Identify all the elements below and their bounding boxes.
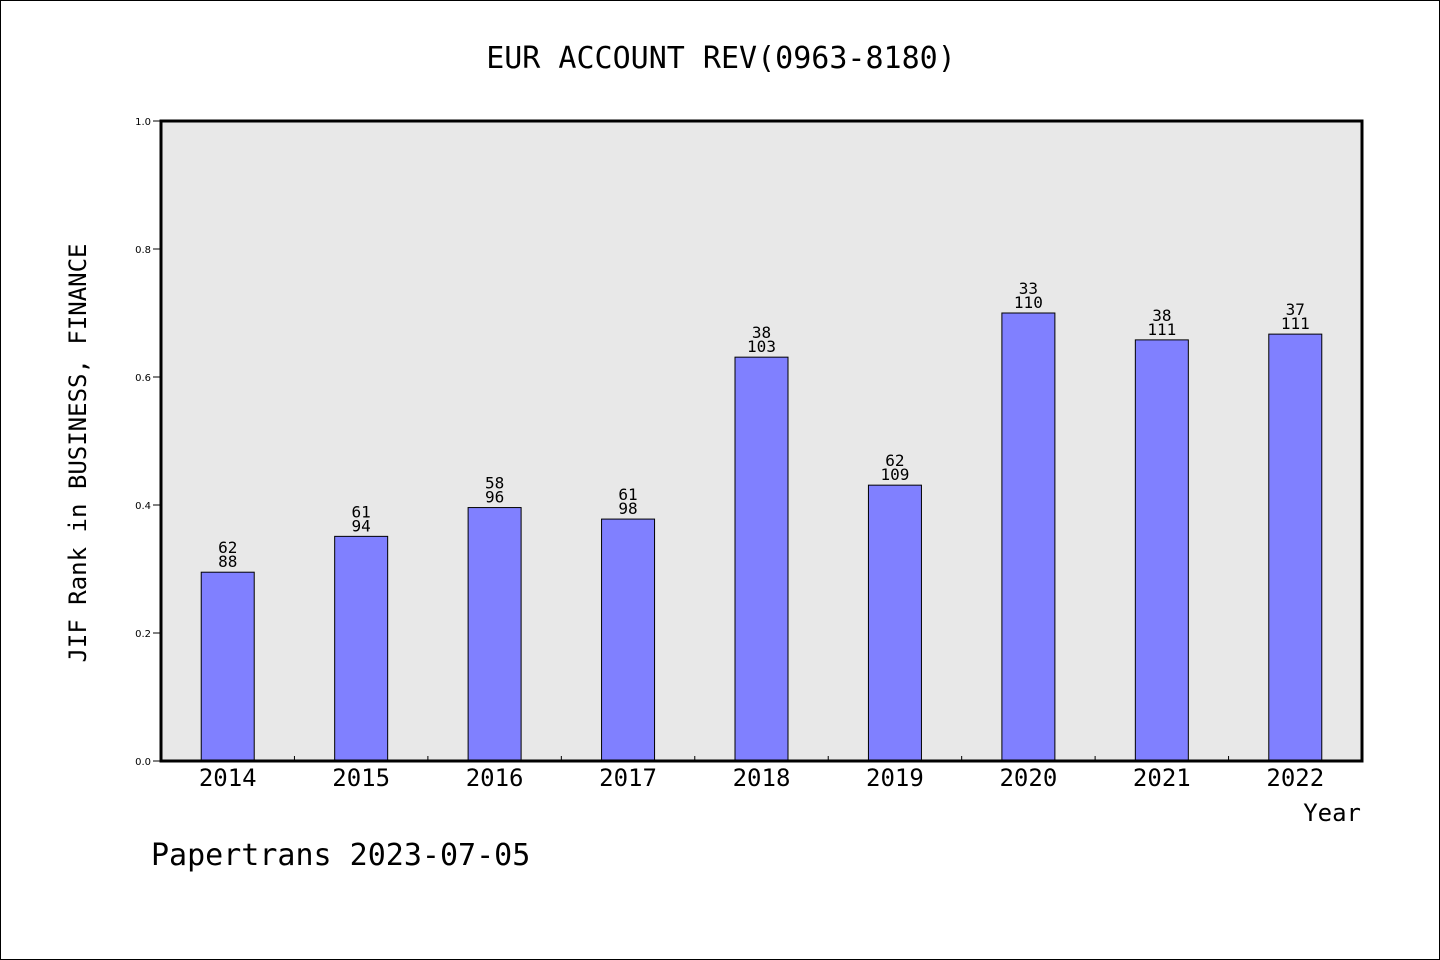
x-tick-label: 2014 — [199, 764, 257, 792]
bar-total-label: 110 — [1014, 293, 1043, 312]
x-tick-label: 2019 — [866, 764, 924, 792]
bar-rank-label: 38 — [752, 323, 771, 342]
bar-total-label: 98 — [618, 499, 637, 518]
bar-rank-label: 58 — [485, 474, 504, 493]
bar-total-label: 96 — [485, 488, 504, 507]
x-axis-label: Year — [1303, 799, 1361, 827]
bar-total-label: 88 — [218, 552, 237, 571]
y-axis-label: JIF Rank in BUSINESS, FINANCE — [64, 243, 92, 662]
bar-2017 — [601, 518, 656, 762]
bar-rank-label: 61 — [618, 485, 637, 504]
y-tick-label: 1.0 — [135, 117, 151, 128]
bar-total-label: 111 — [1281, 314, 1310, 333]
bar-total-label: 94 — [352, 516, 371, 535]
bar-2021 — [1134, 339, 1189, 762]
bar-total-label: 109 — [880, 465, 909, 484]
x-tick-label: 2015 — [332, 764, 390, 792]
bar-total-label: 111 — [1147, 320, 1176, 339]
bar-2020 — [1001, 312, 1056, 762]
plot-frame — [159, 119, 1364, 763]
chart-title: EUR ACCOUNT REV(0963-8180) — [486, 41, 956, 76]
x-axis-ticks: 2014 2015 2016 2017 2018 2019 2020 2021 2022 — [199, 756, 1324, 792]
y-tick-label: 0.4 — [135, 501, 151, 512]
y-tick-label: 0.8 — [135, 245, 151, 256]
y-axis-ticks: 0.0 0.2 0.4 0.6 0.8 1.0 — [135, 117, 161, 768]
y-tick-label: 0.6 — [135, 373, 151, 384]
bar-2018 — [734, 356, 789, 762]
x-tick-label: 2021 — [1133, 764, 1191, 792]
bar-2022 — [1268, 333, 1323, 762]
x-tick-label: 2016 — [466, 764, 524, 792]
bar-2016 — [467, 507, 522, 762]
bar-rank-label: 38 — [1152, 306, 1171, 325]
bar-rank-label: 61 — [352, 502, 371, 521]
bar-2014 — [200, 571, 255, 762]
bar-2015 — [334, 535, 389, 762]
bar-rank-label: 37 — [1286, 300, 1305, 319]
x-tick-label: 2022 — [1266, 764, 1324, 792]
y-tick-label: 0.2 — [135, 629, 151, 640]
y-tick-label: 0.0 — [135, 757, 151, 768]
footer-text: Papertrans 2023-07-05 — [151, 838, 530, 873]
bar-2019 — [867, 484, 922, 762]
x-tick-label: 2020 — [999, 764, 1057, 792]
bar-rank-label: 33 — [1019, 279, 1038, 298]
x-tick-label: 2017 — [599, 764, 657, 792]
bar-rank-label: 62 — [885, 451, 904, 470]
x-tick-label: 2018 — [733, 764, 791, 792]
bar-total-label: 103 — [747, 337, 776, 356]
bar-rank-label: 62 — [218, 538, 237, 557]
